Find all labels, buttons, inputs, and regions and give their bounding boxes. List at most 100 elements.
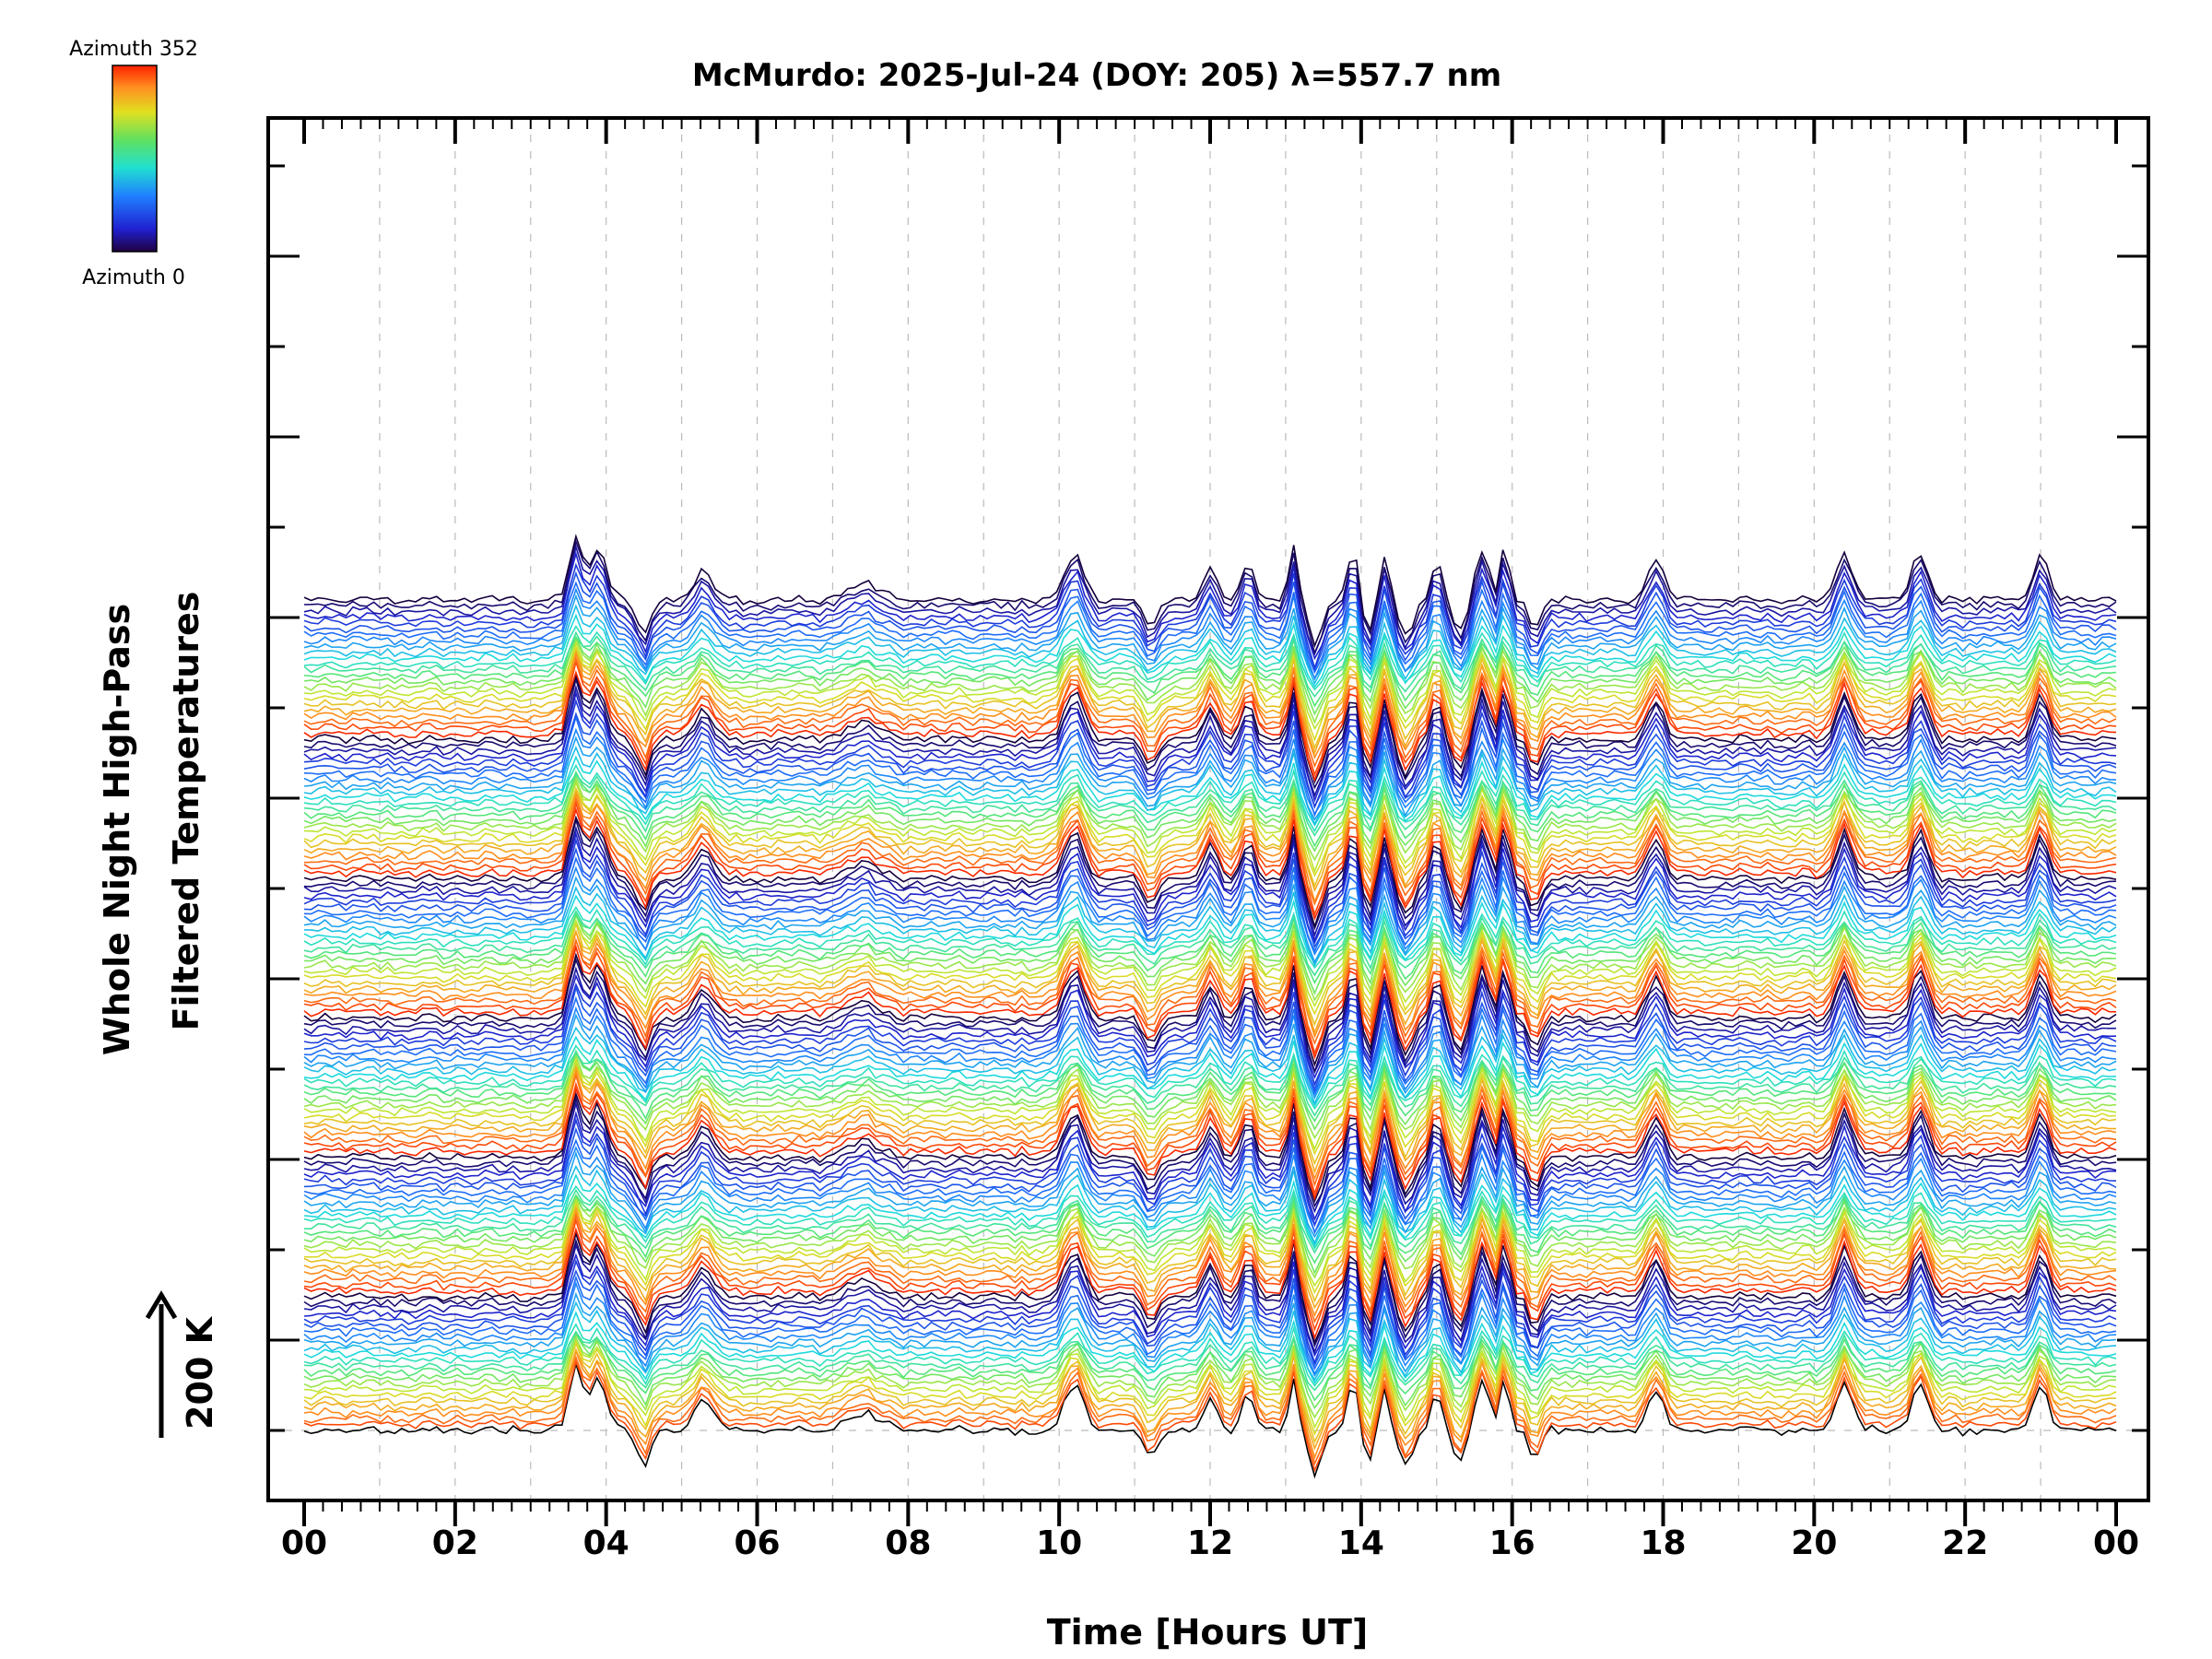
temperature-trace xyxy=(303,919,2117,1008)
temperature-trace xyxy=(303,714,2117,818)
temperature-trace xyxy=(303,1026,2117,1106)
x-tick-label: 00 xyxy=(2093,1524,2139,1562)
temperature-trace xyxy=(303,544,2117,656)
temperature-trace xyxy=(303,1194,2117,1275)
temperature-trace xyxy=(303,630,2117,699)
temperature-trace xyxy=(303,1330,2117,1392)
temperature-trace xyxy=(303,777,2117,862)
x-tick-label: 02 xyxy=(432,1524,478,1562)
temperature-trace xyxy=(303,1311,2117,1384)
temperature-trace xyxy=(303,1138,2117,1235)
temperature-trace xyxy=(303,772,2117,837)
colorbar xyxy=(112,65,158,253)
temperature-trace xyxy=(303,909,2117,977)
temperature-trace xyxy=(303,795,2117,906)
temperature-trace xyxy=(303,1194,2117,1265)
temperature-trace xyxy=(303,746,2117,827)
temperature-trace xyxy=(303,1360,2117,1479)
temperature-trace xyxy=(303,1100,2117,1214)
x-tick-label: 04 xyxy=(583,1524,629,1562)
temperature-trace xyxy=(303,912,2117,984)
temperature-trace xyxy=(303,689,2117,803)
temperature-trace xyxy=(303,876,2117,964)
temperature-trace xyxy=(303,920,2117,1027)
temperature-trace xyxy=(303,1348,2117,1460)
temperature-trace xyxy=(303,1230,2117,1345)
scale-label: 200 K xyxy=(180,1315,220,1430)
temperature-trace xyxy=(303,673,2117,784)
temperature-trace xyxy=(303,1199,2117,1295)
temperature-trace xyxy=(303,1049,2117,1123)
temperature-trace xyxy=(303,1146,2117,1234)
x-tick-label: 10 xyxy=(1036,1524,1082,1562)
temperature-trace xyxy=(303,1211,2117,1324)
axis-ticks xyxy=(268,118,2148,1526)
temperature-trace xyxy=(304,1188,2117,1254)
temperature-trace xyxy=(303,952,2117,1067)
temperature-trace xyxy=(303,625,2117,691)
temperature-trace xyxy=(303,1006,2117,1097)
temperature-trace xyxy=(303,562,2117,671)
temperature-trace xyxy=(303,594,2117,680)
temperature-trace xyxy=(303,644,2117,750)
temperature-trace xyxy=(303,837,2117,945)
temperature-trace xyxy=(303,635,2117,716)
temperature-trace xyxy=(303,1095,2117,1208)
temperature-trace xyxy=(303,984,2117,1092)
temperature-trace xyxy=(303,581,2117,675)
temperature-trace xyxy=(303,966,2117,1074)
temperature-trace xyxy=(303,755,2117,827)
x-tick-label: 00 xyxy=(281,1524,327,1562)
temperature-trace xyxy=(303,1340,2117,1444)
temperature-trace xyxy=(303,1164,2117,1245)
temperature-trace xyxy=(303,712,2117,808)
temperature-trace xyxy=(303,846,2117,949)
temperature-trace xyxy=(303,1330,2117,1402)
x-tick-label: 18 xyxy=(1640,1524,1686,1562)
temperature-trace xyxy=(303,534,2117,648)
temperature-trace xyxy=(303,1359,2117,1473)
temperature-trace xyxy=(303,1281,2117,1376)
temperature-trace xyxy=(303,676,2117,790)
temperature-trace xyxy=(303,937,2117,1045)
temperature-trace xyxy=(303,995,2117,1096)
temperature-trace xyxy=(303,571,2117,672)
temperature-trace xyxy=(303,763,2117,833)
trace-group xyxy=(303,534,2117,1479)
temperature-trace xyxy=(303,973,2117,1080)
x-tick-label: 08 xyxy=(885,1524,931,1562)
x-axis-label: Time [Hours UT] xyxy=(1047,1612,1369,1653)
temperature-trace xyxy=(303,1335,2117,1419)
temperature-trace xyxy=(303,830,2117,943)
temperature-trace xyxy=(303,659,2117,777)
temperature-trace xyxy=(303,698,2117,809)
temperature-trace xyxy=(303,1065,2117,1174)
temperature-trace xyxy=(303,779,2117,877)
temperature-trace xyxy=(303,1208,2117,1318)
temperature-trace xyxy=(303,1126,2117,1227)
temperature-trace xyxy=(303,788,2117,893)
temperature-trace xyxy=(303,1335,2117,1430)
temperature-trace xyxy=(303,1291,2117,1378)
temperature-trace xyxy=(303,912,2117,1002)
temperature-trace xyxy=(303,770,2117,848)
temperature-trace xyxy=(303,806,2117,922)
temperature-trace xyxy=(303,817,2117,931)
temperature-trace xyxy=(303,937,2117,1056)
temperature-trace xyxy=(303,1060,2117,1166)
temperature-trace xyxy=(303,640,2117,731)
colorbar-bottom-label: Azimuth 0 xyxy=(82,266,185,289)
temperature-trace xyxy=(303,1227,2117,1340)
temperature-trace xyxy=(303,1051,2117,1117)
temperature-trace xyxy=(303,1013,2117,1100)
temperature-trace xyxy=(303,982,2117,1087)
temperature-trace xyxy=(303,1056,2117,1156)
temperature-trace xyxy=(303,735,2117,821)
temperature-trace xyxy=(303,727,2117,816)
temperature-trace xyxy=(303,1072,2117,1187)
temperature-trace xyxy=(303,550,2117,661)
x-tick-label: 20 xyxy=(1791,1524,1837,1562)
temperature-trace xyxy=(303,1259,2117,1365)
temperature-trace xyxy=(303,650,2117,759)
